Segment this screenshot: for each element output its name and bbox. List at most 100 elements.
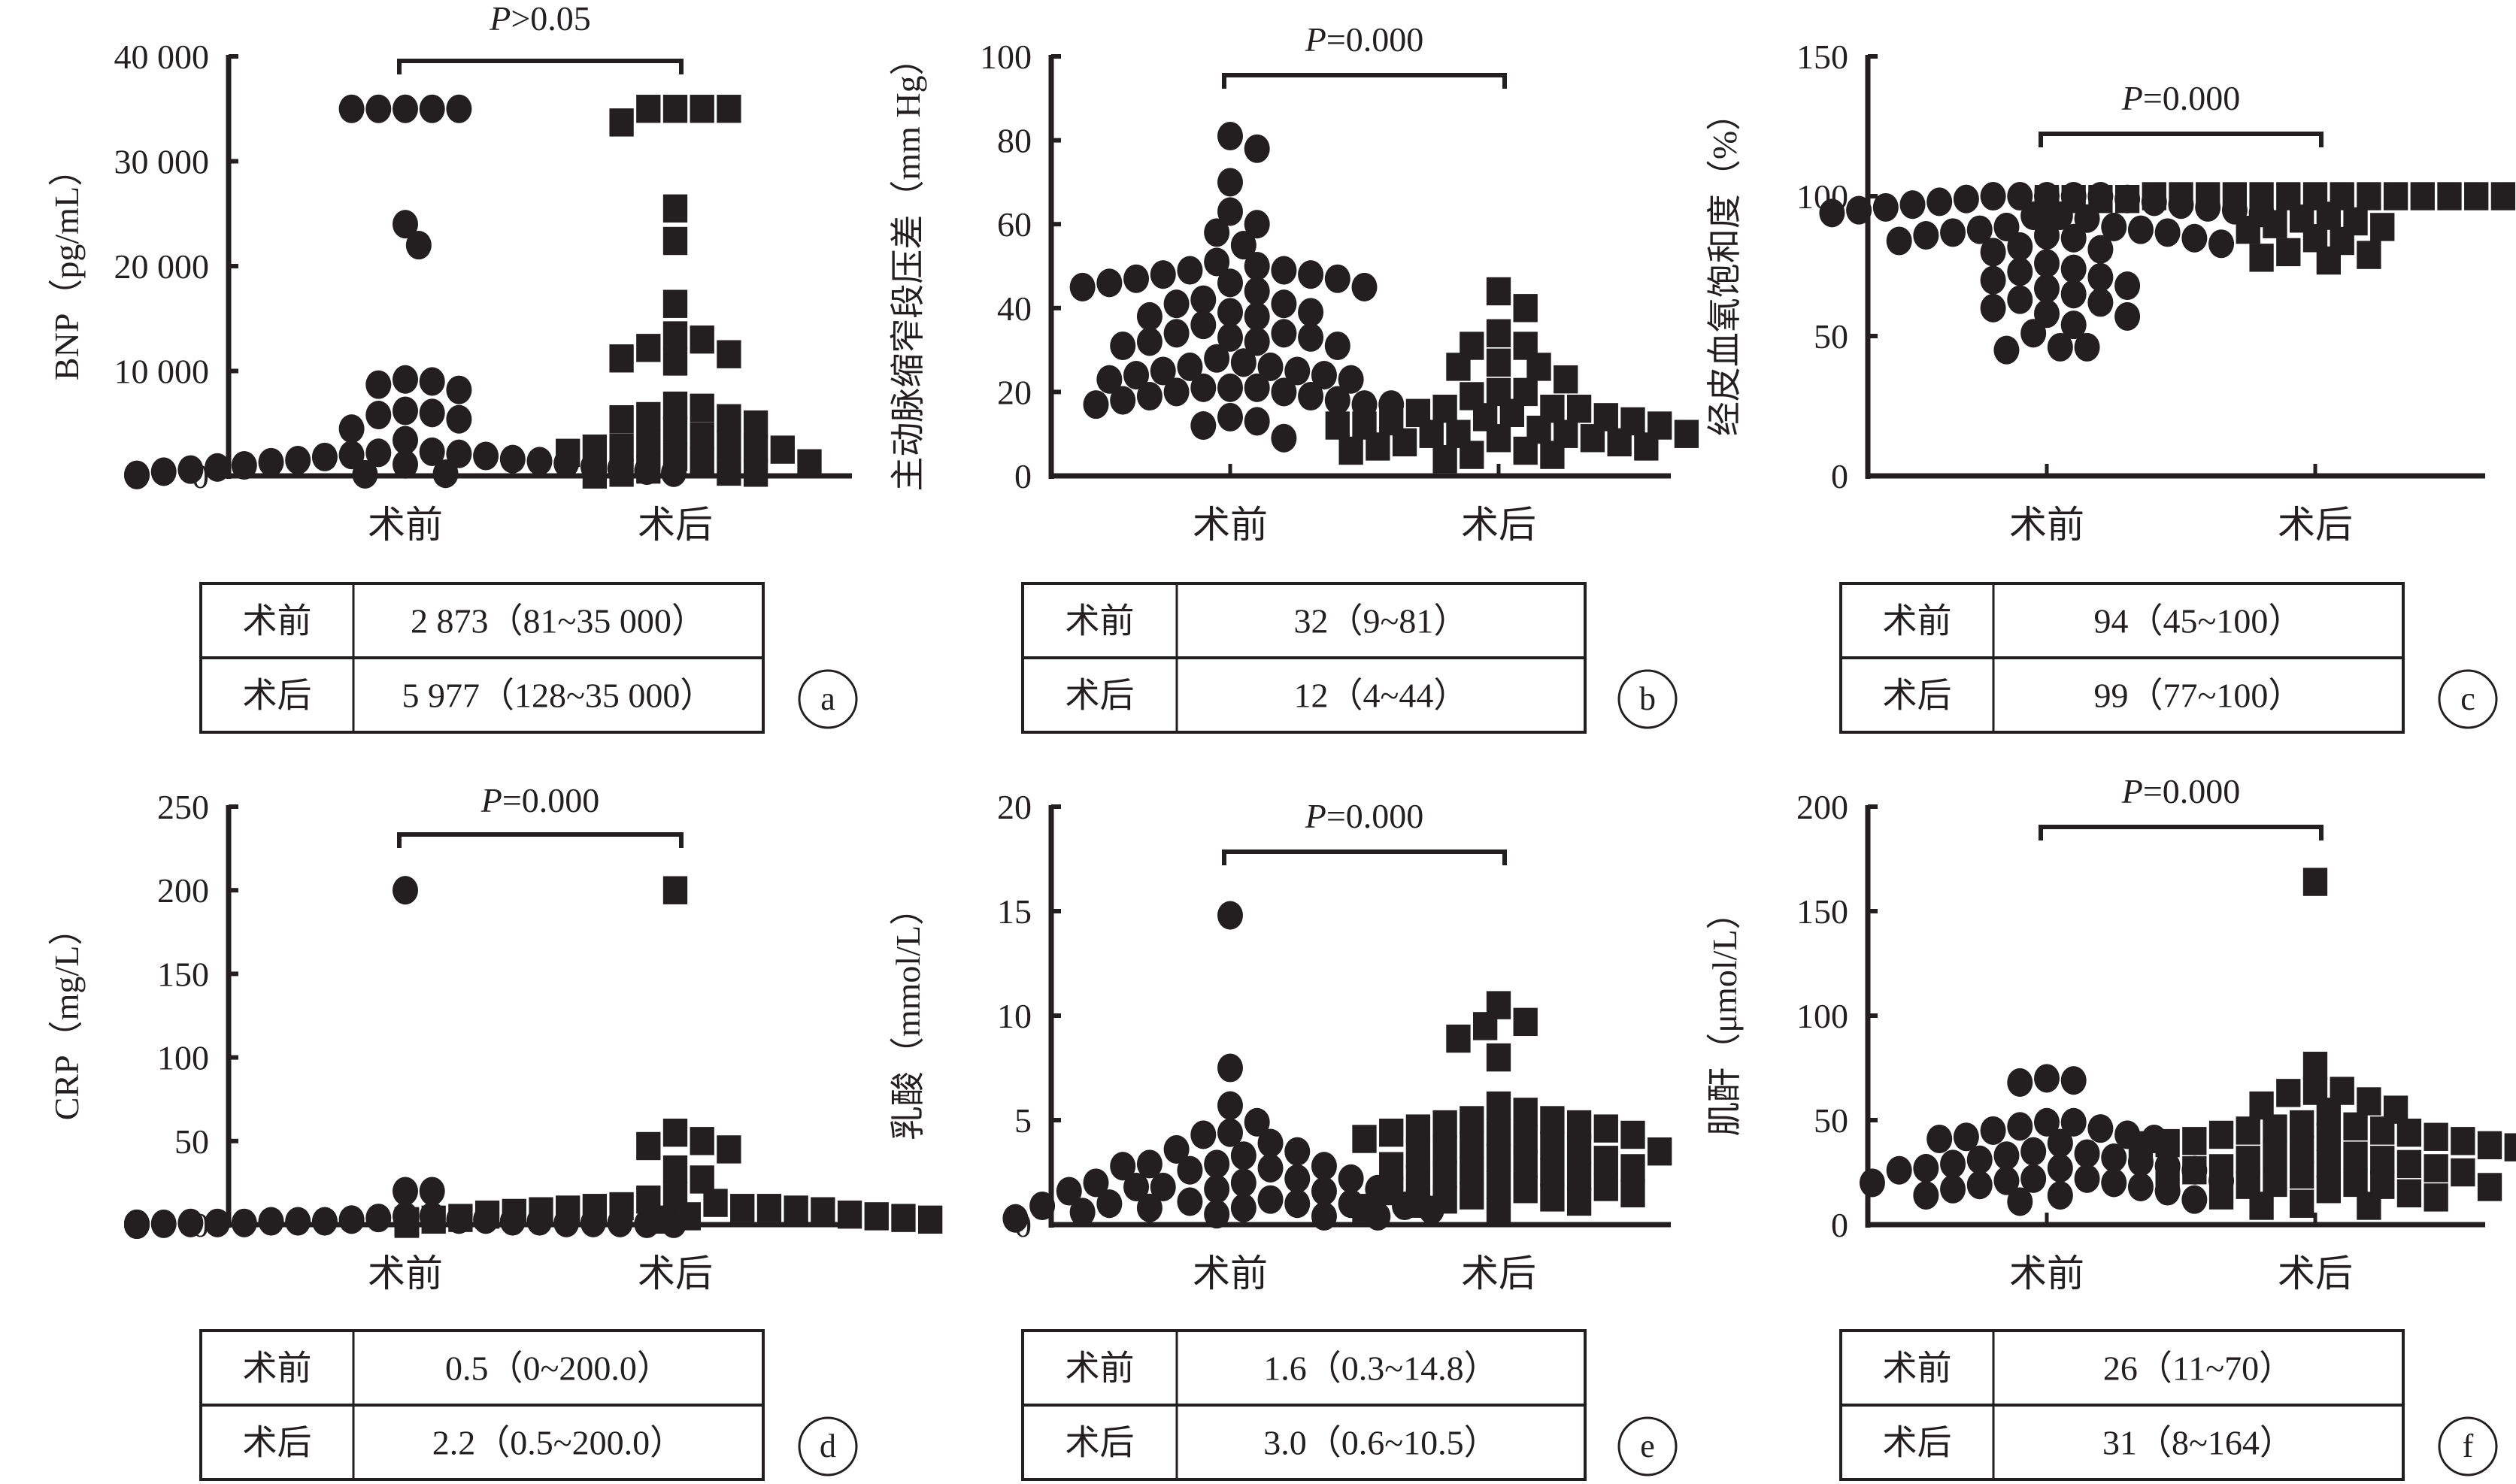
table-row: 术前 32（9~81）: [1066, 602, 1469, 641]
data-point: [1580, 424, 1605, 453]
data-point: [1325, 411, 1350, 440]
data-point: [1913, 1153, 1939, 1183]
table-row-label: 术前: [1883, 602, 1952, 641]
p-value-label: P=0.000: [1305, 20, 1424, 59]
table-row-label: 术前: [1066, 1349, 1135, 1388]
data-point: [1217, 402, 1243, 432]
data-point: [405, 231, 432, 260]
data-point: [2060, 1066, 2087, 1095]
data-point: [258, 447, 284, 477]
data-point: [365, 1204, 392, 1233]
x-category-label: 术后: [1461, 504, 1536, 546]
data-point: [1886, 1155, 1912, 1185]
data-point: [1271, 377, 1297, 407]
table-row-value: 99（77~100）: [2094, 677, 2303, 715]
data-point: [1540, 1183, 1565, 1212]
data-point: [556, 438, 580, 468]
data-point: [2169, 182, 2193, 210]
data-point: [2343, 1141, 2368, 1170]
data-point: [1379, 1177, 1404, 1206]
summary-table: 术前 32（9~81） 术后 12（4~44）: [1021, 582, 1587, 734]
data-point: [1392, 428, 1417, 457]
data-point: [1217, 1091, 1243, 1120]
data-point: [1940, 1149, 1966, 1179]
panel-e: 05101520乳酸（mmol/L）术前术后P=0.000术前1.6（0.3~1…: [889, 788, 1678, 1481]
panel-letter: a: [820, 680, 835, 717]
data-point: [2276, 238, 2301, 267]
data-point: [1966, 1145, 1993, 1174]
data-point: [1204, 1149, 1230, 1179]
data-point: [2007, 1068, 2033, 1097]
y-tick-label: 250: [157, 788, 209, 826]
table-row: 术后 12（4~44）: [1066, 677, 1469, 715]
data-point: [2424, 1183, 2448, 1212]
data-point: [1204, 247, 1230, 277]
table-row-value: 5 977（128~35 000）: [402, 677, 715, 715]
data-point: [1177, 1187, 1203, 1216]
data-point: [1819, 198, 1845, 228]
table-row: 术前 26（11~70）: [1883, 1349, 2294, 1388]
data-point: [2007, 1112, 2033, 1141]
data-point: [636, 455, 661, 484]
data-point: [650, 1205, 674, 1234]
data-point: [2060, 254, 2087, 283]
table-row: 术后 2.2（0.5~200.0）: [243, 1424, 685, 1462]
data-point: [393, 396, 418, 426]
data-point: [2396, 1149, 2422, 1179]
data-point: [1846, 195, 1872, 225]
panel-letter-circle: [798, 669, 858, 729]
data-point: [205, 453, 231, 482]
data-point: [473, 441, 499, 471]
data-point: [1271, 256, 1297, 285]
table-row-value: 94（45~100）: [2094, 602, 2303, 641]
table-row: 术后 5 977（128~35 000）: [243, 677, 715, 715]
data-point: [285, 446, 311, 475]
table-row-value: 26（11~70）: [2103, 1349, 2293, 1388]
data-point: [2290, 1110, 2314, 1139]
table-row: 术前 0.5（0~200.0）: [243, 1349, 671, 1388]
data-point: [2263, 210, 2287, 238]
data-point: [1324, 264, 1350, 293]
data-point: [2101, 1168, 2127, 1198]
data-point: [1204, 1200, 1230, 1229]
data-point: [1257, 1153, 1284, 1183]
data-point: [2182, 1127, 2207, 1155]
data-point: [662, 443, 688, 471]
data-point: [2424, 1122, 2448, 1151]
data-point: [717, 430, 741, 459]
table-row: 术前 1.6（0.3~14.8）: [1066, 1349, 1499, 1388]
data-point: [1486, 424, 1511, 453]
data-point: [1163, 319, 1190, 348]
data-point: [662, 289, 688, 318]
data-point: [609, 433, 634, 462]
data-point: [1230, 1168, 1256, 1198]
summary-table: 术前 0.5（0~200.0） 术后 2.2（0.5~200.0）: [199, 1329, 765, 1481]
data-point: [2060, 280, 2087, 309]
table-row-label: 术后: [1066, 1424, 1135, 1462]
data-point: [1460, 1181, 1484, 1210]
data-point: [1966, 215, 1993, 244]
data-point: [393, 876, 418, 905]
y-tick-label: 150: [1796, 38, 1848, 76]
table-row-label: 术后: [1883, 1424, 1952, 1462]
data-point: [499, 444, 526, 474]
data-point: [1419, 419, 1444, 448]
data-point: [2464, 182, 2489, 210]
data-point: [662, 226, 688, 256]
data-point: [1204, 1174, 1230, 1204]
data-point: [2236, 1116, 2260, 1145]
y-tick-label: 40: [997, 289, 1032, 328]
x-category-label: 术前: [1193, 504, 1268, 546]
data-point: [1150, 1172, 1176, 1201]
data-point: [1244, 134, 1270, 163]
data-point: [1405, 1139, 1431, 1168]
data-point: [1136, 381, 1163, 411]
table-row: 术前 94（45~100）: [1883, 602, 2303, 641]
data-point: [1405, 1164, 1431, 1193]
data-point: [1136, 1193, 1163, 1222]
p-value-label: P=0.000: [2121, 772, 2241, 810]
p-symbol: P: [1305, 797, 1326, 835]
data-point: [1217, 121, 1243, 151]
data-point: [1123, 1172, 1150, 1201]
table-row-label: 术前: [243, 1349, 312, 1388]
